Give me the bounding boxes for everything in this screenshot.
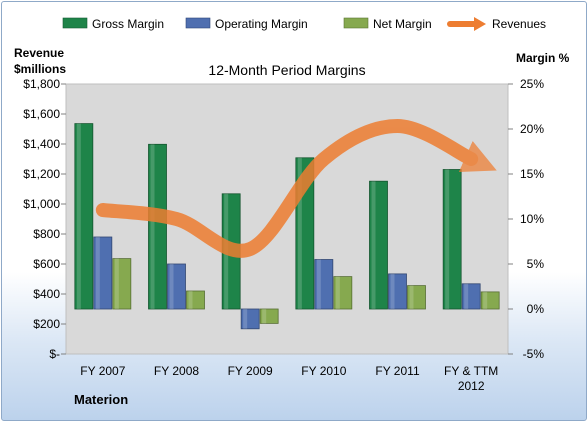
left-tick-label: $1,200 [23,167,60,181]
ticks-layer: $- $200 $400 $600 $800 $1,000 $1,200 $1,400 $1,6… [23,77,544,393]
bar-highlight-net-margin-fy-ttm-2012 [483,291,488,309]
right-tick-label: 25% [520,77,544,91]
left-tick-label: $400 [33,287,60,301]
x-tick-label-fy-ttm-2012: FY & TTM 2012 [444,364,498,393]
bar-highlight-gross-margin-fy-2011 [371,181,376,309]
bar-highlight-operating-margin-fy-2010 [316,259,321,309]
right-tick-label: 10% [520,212,544,226]
right-tick-label: 0% [527,302,545,316]
bar-operating-margin-fy-2010 [314,259,334,310]
bar-operating-margin-fy-2008 [167,263,186,310]
bar-highlight-operating-margin-fy-2009 [243,309,248,329]
legend-item-operating-margin: Operating Margin [185,17,308,31]
bar-net-margin-fy-2011 [407,285,426,310]
bar-highlight-net-margin-fy-2007 [114,258,119,309]
line-layer [95,119,497,258]
bar-highlight-gross-margin-fy-2008 [150,144,155,309]
legend-label-gross-margin: Gross Margin [92,17,164,31]
legend-swatch-net-margin [343,17,369,29]
bar-gross-margin-fy-2008 [148,143,167,310]
bar-net-margin-fy-ttm-2012 [480,291,500,310]
right-tick-label: 15% [520,167,544,181]
left-tick-label: $1,800 [23,77,60,91]
bar-gross-margin-fy-ttm-2012 [442,169,462,310]
right-axis-label: Margin % [516,51,570,65]
legend-item-revenues: Revenues [447,17,546,31]
left-tick-label: $- [49,347,60,361]
bar-highlight-operating-margin-fy-2011 [390,273,395,309]
legend-label-net-margin: Net Margin [373,17,432,31]
legend-item-gross-margin: Gross Margin [62,17,164,31]
chart-title: 12-Month Period Margins [208,62,365,78]
legend-item-net-margin: Net Margin [343,17,432,31]
bar-highlight-operating-margin-fy-2008 [169,264,174,309]
right-tick-label: 20% [520,122,544,136]
bar-net-margin-fy-2009 [259,308,279,324]
right-tick-label: -5% [523,347,545,361]
bar-net-margin-fy-2008 [186,290,205,310]
bar-operating-margin-fy-2007 [93,236,113,310]
bar-highlight-net-margin-fy-2010 [335,276,340,309]
bar-gross-margin-fy-2007 [74,123,94,310]
bar-net-margin-fy-2010 [333,276,353,310]
right-tick-label: 5% [527,257,545,271]
bar-highlight-operating-margin-fy-ttm-2012 [464,283,469,309]
legend: Gross Margin Operating Margin Net Margin… [62,17,546,31]
legend-label-operating-margin: Operating Margin [215,17,308,31]
bar-net-margin-fy-2007 [112,258,132,310]
x-tick-label-fy-2007: FY 2007 [80,364,125,378]
left-tick-label: $600 [33,257,60,271]
left-tick-label: $800 [33,227,60,241]
bar-gross-margin-fy-2011 [369,180,388,310]
left-tick-label: $1,400 [23,137,60,151]
left-tick-label: $200 [33,317,60,331]
legend-swatch-gross-margin [62,17,88,29]
legend-arrow-revenues [474,17,486,31]
bar-operating-margin-fy-ttm-2012 [461,283,481,310]
bar-highlight-operating-margin-fy-2007 [95,237,100,309]
x-tick-label-fy-2010: FY 2010 [301,364,346,378]
company-label: Materion [74,392,128,407]
bar-highlight-net-margin-fy-2009 [262,309,267,324]
bar-highlight-net-margin-fy-2008 [188,291,193,309]
left-tick-label: $1,000 [23,197,60,211]
x-tick-label-fy-2011: FY 2011 [375,364,420,378]
bar-highlight-gross-margin-fy-2007 [76,123,81,309]
bar-highlight-net-margin-fy-2011 [409,285,414,309]
legend-label-revenues: Revenues [492,17,546,31]
left-axis-label-line2: $millions [14,62,66,76]
legend-swatch-operating-margin [185,17,211,29]
x-tick-label-fy-2008: FY 2008 [154,364,199,378]
bar-highlight-gross-margin-fy-2010 [297,157,302,309]
bar-operating-margin-fy-2011 [388,273,407,310]
bar-highlight-gross-margin-fy-ttm-2012 [445,169,450,309]
bar-operating-margin-fy-2009 [240,308,260,330]
left-tick-label: $1,600 [23,107,60,121]
left-axis-label-line1: Revenue [14,46,64,60]
x-tick-label-fy-2009: FY 2009 [228,364,273,378]
line-revenues [95,119,497,258]
